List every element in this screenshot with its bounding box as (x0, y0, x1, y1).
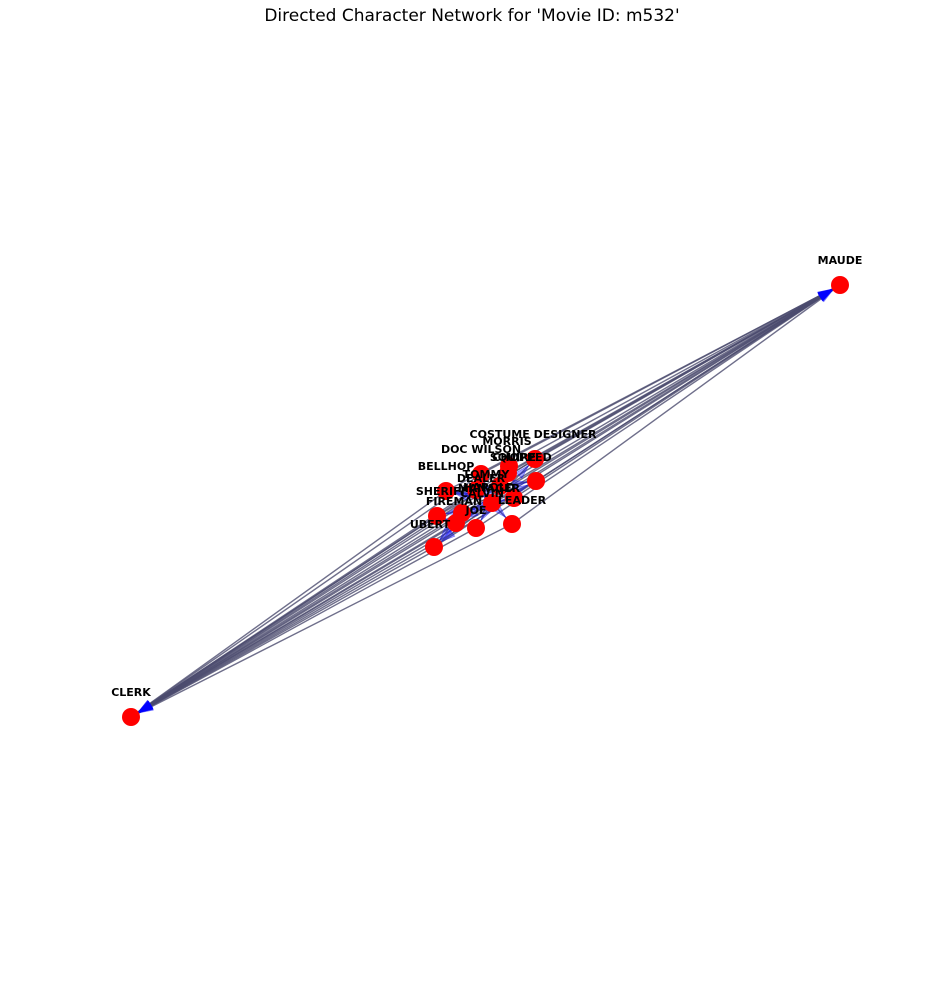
edge-leader-to-maude (511, 284, 841, 525)
node-label-fireman: FIREMAN (426, 495, 482, 508)
node-label-tommy: TOMMY (463, 468, 511, 481)
node-sheriff[interactable] (428, 507, 446, 525)
edge-joe-to-maude (475, 284, 841, 529)
node-ubert[interactable] (425, 538, 443, 556)
node-label-dealer: DEALER (457, 472, 506, 485)
node-label-clerk: CLERK (111, 686, 151, 699)
node-bellhop[interactable] (437, 482, 455, 500)
node-costume-designer[interactable] (526, 450, 544, 468)
edge-doc-wilson-to-clerk (130, 473, 482, 718)
node-manager[interactable] (505, 489, 523, 507)
node-label-costume-designer: COSTUME DESIGNER (470, 428, 597, 441)
node-squire[interactable] (499, 464, 517, 482)
arrowhead-maude-to-clerk (137, 701, 154, 713)
edge-ubert-to-maude (433, 284, 841, 548)
node-label-squire: SQUIRE (490, 451, 536, 464)
node-dealer[interactable] (467, 481, 485, 499)
edge-joe-to-clerk (130, 527, 477, 718)
node-label-doc-wilson: DOC WILSON (441, 443, 521, 456)
arrowhead-calvin-to-ubert (439, 526, 453, 541)
node-harold[interactable] (483, 494, 501, 512)
node-joe[interactable] (467, 519, 485, 537)
edge-layer (130, 284, 841, 718)
edge-bellhop-to-clerk (130, 490, 447, 718)
page-title: Directed Character Network for 'Movie ID… (264, 6, 680, 26)
node-chopped[interactable] (527, 472, 545, 490)
edge-harold-to-maude (491, 284, 841, 504)
node-doc-wilson[interactable] (472, 465, 490, 483)
arrowhead-harold-to-costume-designer (515, 464, 530, 479)
node-fireman[interactable] (447, 514, 465, 532)
node-label-ubert: UBERT (410, 518, 451, 531)
edge-bellhop-to-maude (445, 284, 841, 492)
node-layer (122, 276, 849, 726)
arrowhead-harold-to-maude (817, 289, 834, 302)
edge-sheriff-to-clerk (130, 515, 438, 718)
node-label-harold: HAROLD (463, 481, 515, 494)
arrowhead-tommy-to-chopped (512, 479, 529, 489)
node-label-calvin: CALVIN (460, 487, 504, 500)
edge-harold-to-costume-designer (491, 458, 536, 504)
node-label-joe: JOE (465, 504, 487, 517)
node-label-maude: MAUDE (818, 254, 863, 267)
edge-leader-to-clerk (130, 523, 513, 718)
node-label-morris: MORRIS (482, 435, 531, 448)
node-label-manager: MANAGER (458, 482, 521, 495)
edge-morris-to-maude (508, 284, 841, 467)
edge-harold-to-clerk (130, 502, 493, 718)
node-label-bellhop: BELLHOP (418, 460, 475, 473)
node-leader[interactable] (503, 515, 521, 533)
node-label-chopped: CHOPPED (492, 451, 551, 464)
node-maude[interactable] (831, 276, 849, 294)
node-clerk[interactable] (122, 708, 140, 726)
node-label-sheriff: SHERIFF (416, 485, 468, 498)
node-tommy[interactable] (491, 477, 509, 495)
node-label-leader: LEADER (498, 494, 547, 507)
